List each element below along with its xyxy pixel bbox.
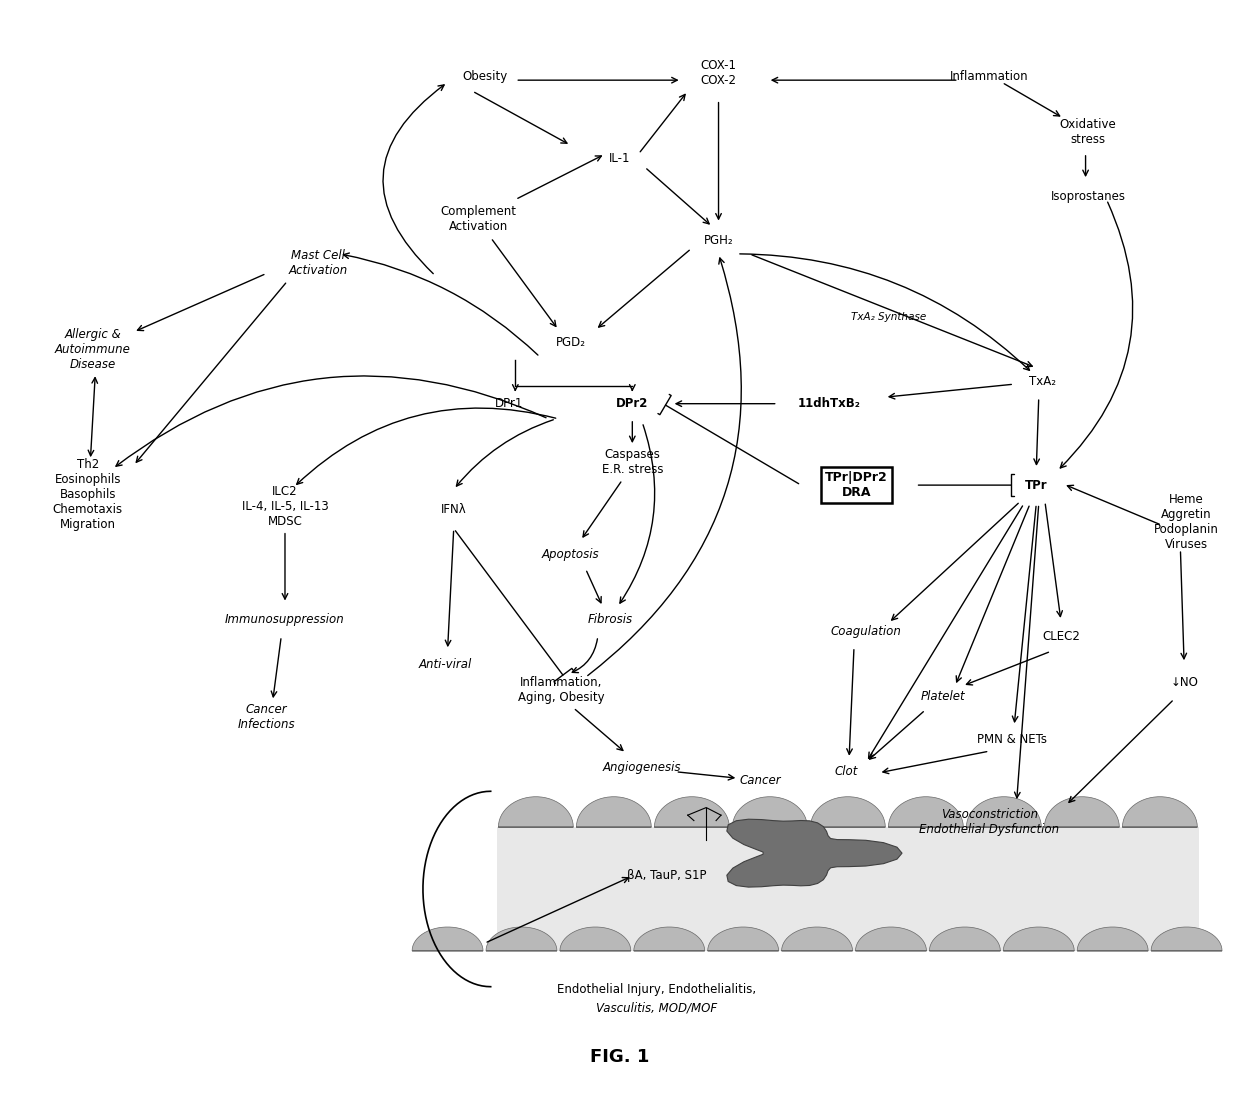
- Polygon shape: [634, 927, 704, 951]
- Text: Inflammation,
Aging, Obesity: Inflammation, Aging, Obesity: [517, 676, 604, 705]
- Text: IFNλ: IFNλ: [441, 502, 466, 515]
- Text: Endothelial Injury, Endothelialitis,: Endothelial Injury, Endothelialitis,: [558, 984, 756, 997]
- Text: TPr|DPr2
DRA: TPr|DPr2 DRA: [825, 472, 888, 499]
- Text: ILC2
IL-4, IL-5, IL-13
MDSC: ILC2 IL-4, IL-5, IL-13 MDSC: [242, 486, 329, 528]
- Text: Mast Cell
Activation: Mast Cell Activation: [289, 248, 348, 277]
- Text: Inflammation: Inflammation: [950, 70, 1029, 83]
- Polygon shape: [1122, 796, 1198, 827]
- Text: PMN & NETs: PMN & NETs: [977, 733, 1047, 746]
- Text: Vasoconstriction
Endothelial Dysfunction: Vasoconstriction Endothelial Dysfunction: [919, 807, 1059, 836]
- Text: Anti-viral: Anti-viral: [418, 657, 471, 671]
- Polygon shape: [577, 796, 651, 827]
- Text: Allergic &
Autoimmune
Disease: Allergic & Autoimmune Disease: [55, 328, 130, 371]
- Text: Vasculitis, MOD/MOF: Vasculitis, MOD/MOF: [596, 1002, 718, 1015]
- Text: βA, TauP, S1P: βA, TauP, S1P: [627, 870, 707, 883]
- Text: Angiogenesis: Angiogenesis: [603, 761, 682, 773]
- Polygon shape: [966, 796, 1042, 827]
- Text: CLEC2: CLEC2: [1042, 629, 1080, 642]
- Text: Immunosuppression: Immunosuppression: [226, 614, 345, 626]
- Polygon shape: [856, 927, 926, 951]
- Text: 11dhTxB₂: 11dhTxB₂: [799, 397, 861, 410]
- Text: TxA₂: TxA₂: [1029, 375, 1056, 388]
- Text: Fibrosis: Fibrosis: [588, 614, 632, 626]
- Text: Cancer
Infections: Cancer Infections: [238, 703, 295, 732]
- Polygon shape: [781, 927, 853, 951]
- Text: DPr1: DPr1: [495, 397, 523, 410]
- Text: Caspases
E.R. stress: Caspases E.R. stress: [601, 449, 663, 476]
- Polygon shape: [930, 927, 1001, 951]
- Text: PGH₂: PGH₂: [704, 234, 733, 247]
- Text: COX-1
COX-2: COX-1 COX-2: [701, 59, 737, 86]
- Text: ↓NO: ↓NO: [1171, 676, 1198, 689]
- Text: Apoptosis: Apoptosis: [542, 548, 600, 561]
- Polygon shape: [708, 927, 779, 951]
- Text: IL-1: IL-1: [609, 152, 631, 165]
- Polygon shape: [888, 796, 963, 827]
- Text: Clot: Clot: [835, 765, 858, 778]
- Polygon shape: [811, 796, 885, 827]
- Polygon shape: [498, 796, 573, 827]
- Text: TPr: TPr: [1025, 478, 1048, 491]
- Text: Platelet: Platelet: [920, 690, 965, 703]
- Polygon shape: [1078, 927, 1148, 951]
- Polygon shape: [486, 927, 557, 951]
- Bar: [497, 827, 1199, 951]
- Text: TxA₂ Synthase: TxA₂ Synthase: [851, 312, 926, 322]
- Text: Coagulation: Coagulation: [831, 625, 901, 638]
- Polygon shape: [655, 796, 729, 827]
- Text: Obesity: Obesity: [461, 70, 507, 83]
- Polygon shape: [727, 819, 901, 887]
- Text: Cancer: Cancer: [739, 773, 781, 787]
- Text: Complement
Activation: Complement Activation: [440, 206, 516, 233]
- Polygon shape: [1151, 927, 1223, 951]
- Polygon shape: [733, 796, 807, 827]
- Text: Th2
Eosinophils
Basophils
Chemotaxis
Migration: Th2 Eosinophils Basophils Chemotaxis Mig…: [53, 458, 123, 532]
- Text: PGD₂: PGD₂: [556, 336, 585, 349]
- Polygon shape: [1044, 796, 1120, 827]
- Text: Heme
Aggretin
Podoplanin
Viruses: Heme Aggretin Podoplanin Viruses: [1154, 493, 1219, 551]
- Text: DPr2: DPr2: [616, 397, 649, 410]
- Text: Oxidative
stress: Oxidative stress: [1060, 118, 1116, 147]
- Text: FIG. 1: FIG. 1: [590, 1048, 650, 1067]
- Text: Isoprostanes: Isoprostanes: [1050, 190, 1126, 202]
- Polygon shape: [1003, 927, 1074, 951]
- Polygon shape: [560, 927, 631, 951]
- Polygon shape: [412, 927, 484, 951]
